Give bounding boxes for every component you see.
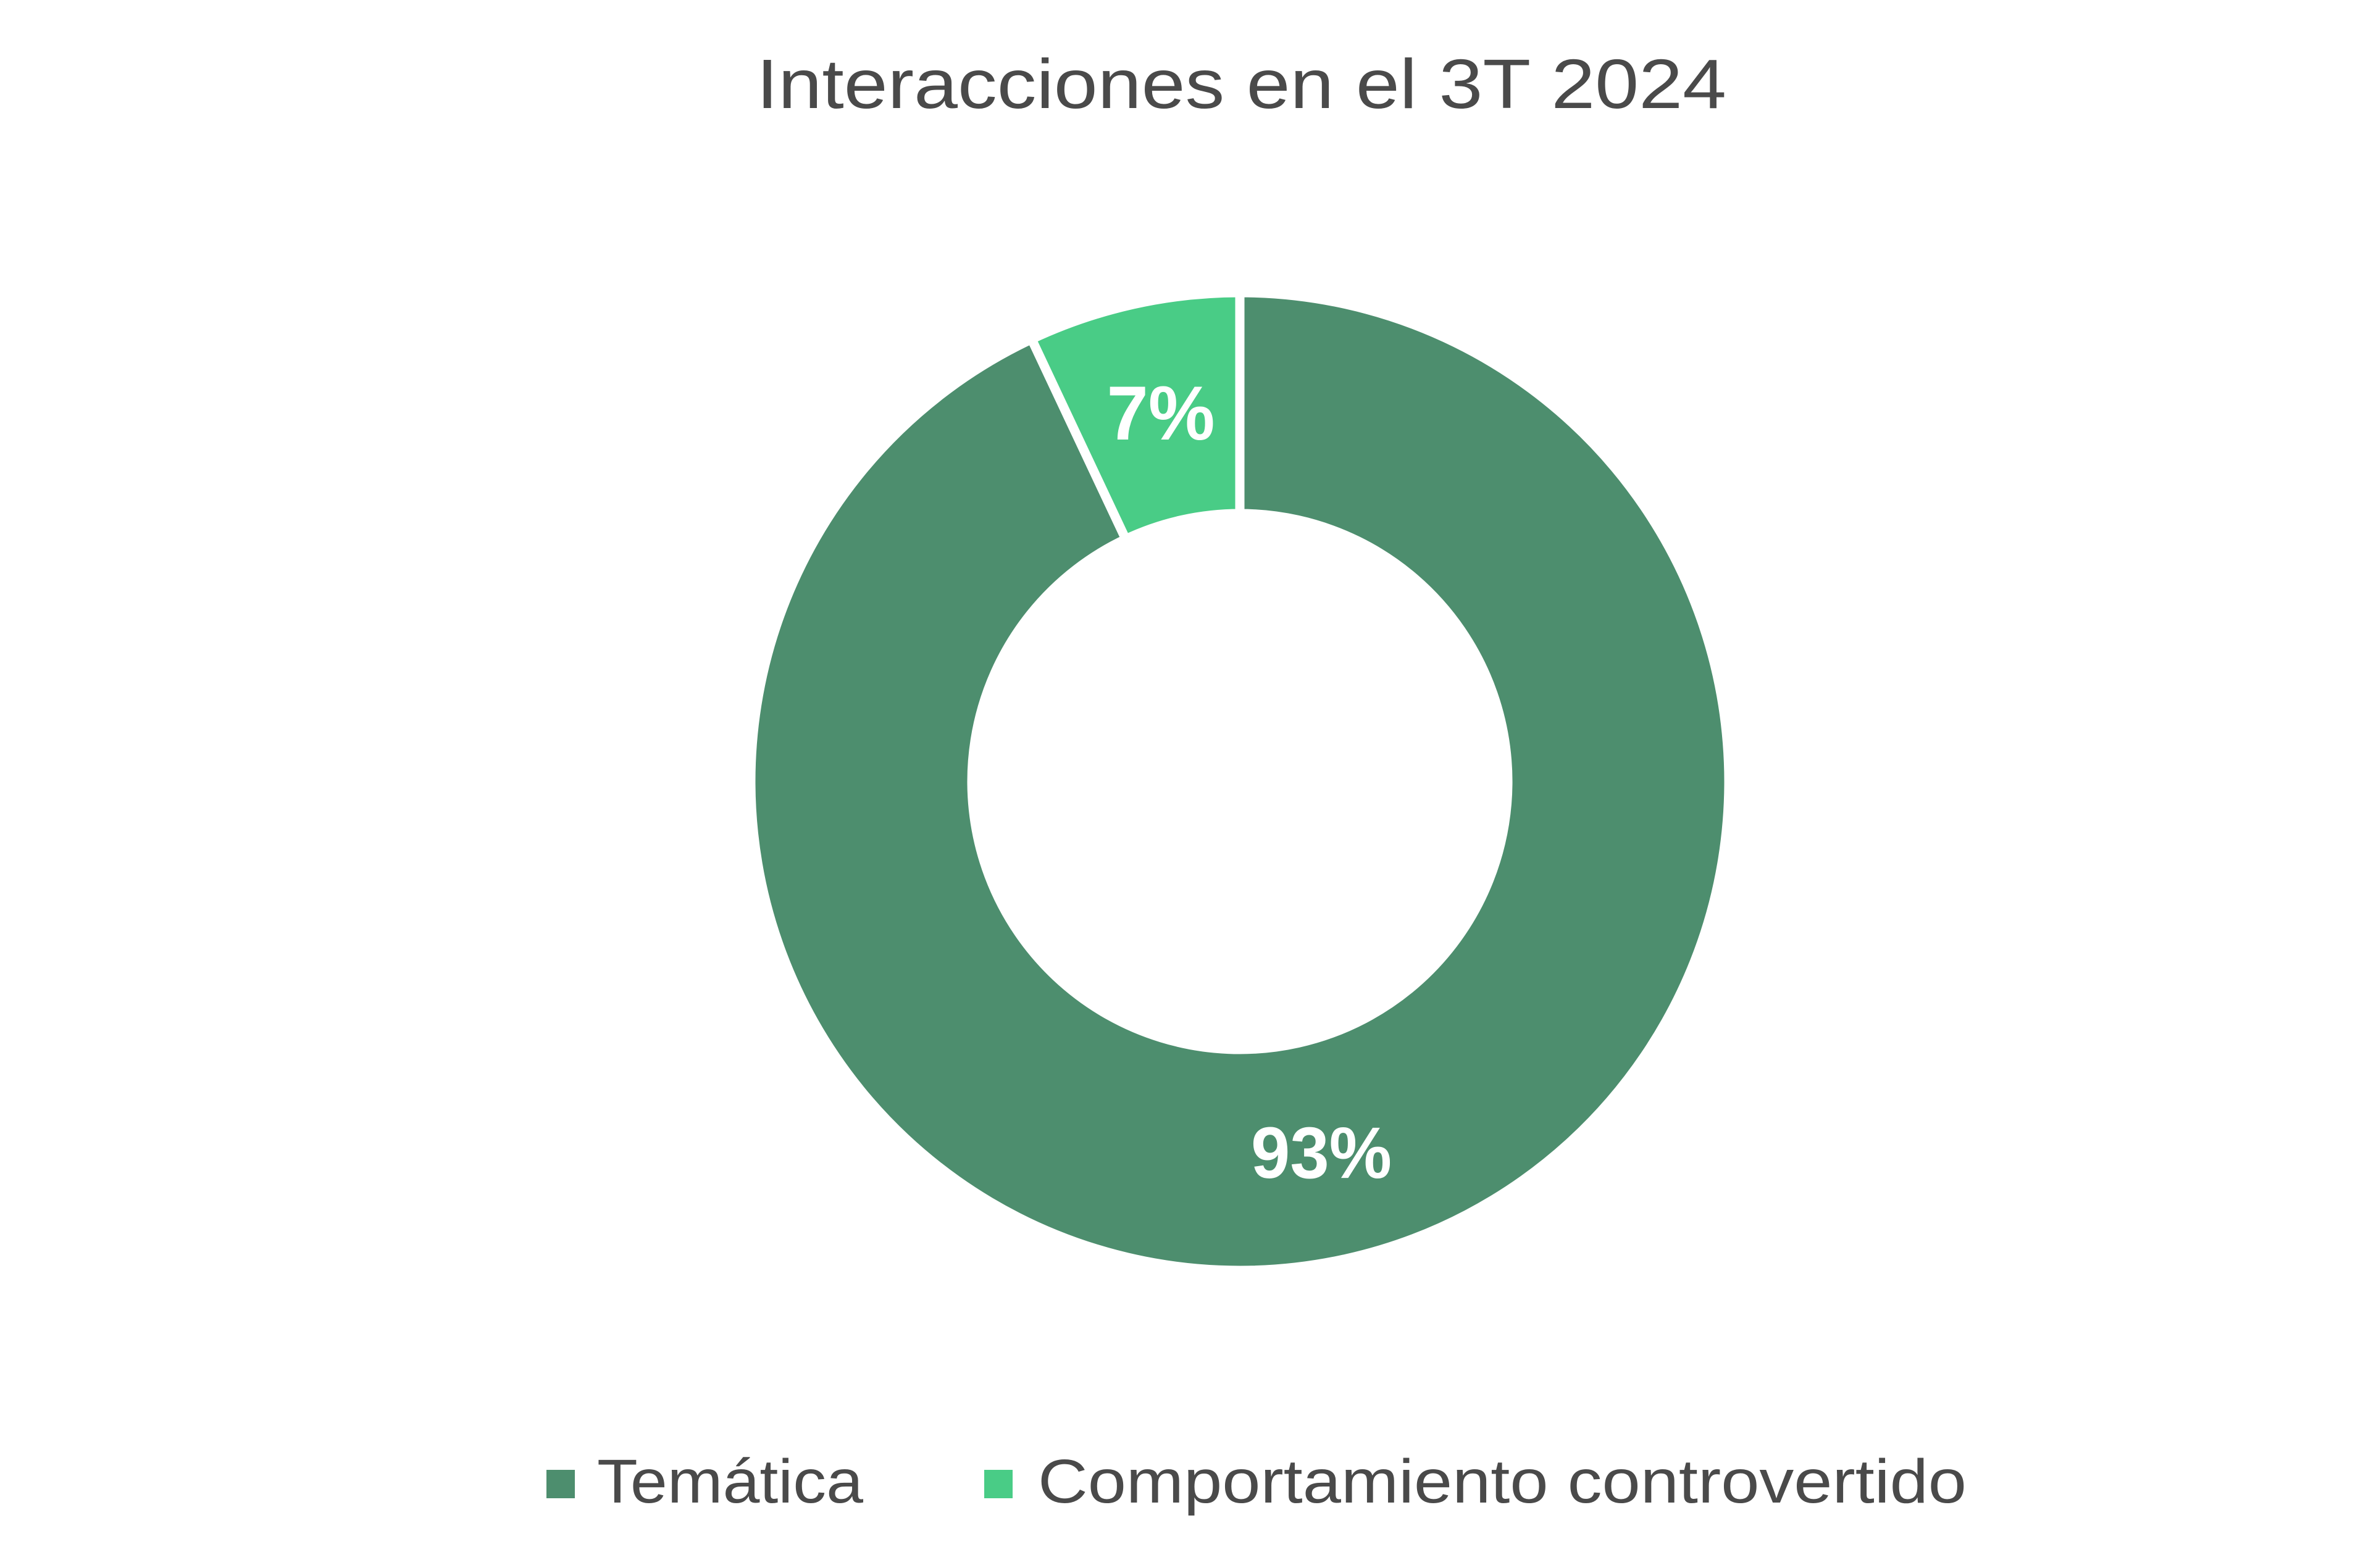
svg-text:7%: 7%: [1107, 371, 1215, 456]
svg-text:93%: 93%: [1251, 1112, 1392, 1194]
svg-text:Temática: Temática: [597, 1447, 863, 1516]
svg-text:Comportamiento controvertido: Comportamiento controvertido: [1038, 1447, 1967, 1516]
svg-text:Interacciones en el 3T 2024: Interacciones en el 3T 2024: [756, 45, 1726, 123]
